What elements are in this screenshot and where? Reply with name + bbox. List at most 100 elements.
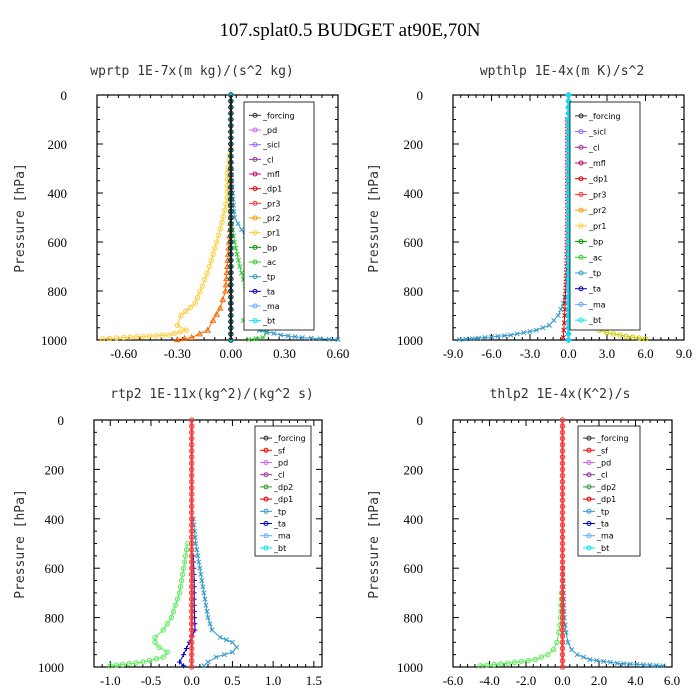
data-point [521,330,527,336]
data-point [228,202,234,208]
data-point [559,608,566,615]
data-point [498,661,504,667]
data-point [559,429,566,436]
x-tick-label: 6.0 [664,673,680,688]
legend-marker [252,112,258,118]
data-point [199,283,206,289]
data-point [508,332,514,338]
data-point [107,663,113,669]
data-point [228,110,234,117]
data-point [228,208,234,215]
data-point [228,251,234,257]
legend-entry: _pr2 [262,214,280,223]
data-point [559,559,566,565]
data-point [559,565,566,571]
data-point [195,553,201,559]
data-point [192,615,198,621]
data-point [559,522,566,528]
legend-entry: _bp [262,243,277,252]
data-point [228,190,234,196]
data-point [228,282,234,288]
data-point [559,596,566,602]
data-point [189,460,195,466]
data-point [653,662,659,668]
data-point [551,317,557,323]
data-point [228,288,234,294]
data-point [156,644,162,650]
data-point [178,577,185,584]
y-tick-label: 200 [45,462,65,477]
data-point [228,129,234,135]
x-tick-label: -4.0 [479,673,500,688]
data-point [559,435,566,442]
figure-title: 107.splat0.5 BUDGET at90E,70N [219,20,481,41]
legend-entry: _cl [262,155,274,164]
data-point [189,522,195,528]
x-tick-label: 0.5 [224,673,240,688]
legend-entry: _cl [596,471,608,480]
y-tick-label: 0 [61,88,68,103]
legend-entry: _bt [596,544,609,553]
legend-entry: _bt [588,316,601,325]
chart-panel-2: wpthlp 1E-4x(m K)/s^2 Pressure [hPa] 0 200 4… [367,64,692,361]
data-point [559,472,566,479]
legend-marker [252,200,258,206]
data-point [533,327,539,333]
data-point [153,656,160,662]
data-point [505,660,511,666]
x-tick-label: 0.0 [554,673,570,688]
data-point [559,602,566,608]
data-point [181,559,188,565]
data-point [189,602,195,608]
data-point [228,233,234,239]
data-point [559,651,566,658]
data-point [501,333,507,339]
data-point [228,196,234,202]
data-point [228,184,234,190]
y-tick-label: 200 [48,137,68,152]
legend-marker [252,303,258,309]
data-point [228,165,234,172]
data-point [335,336,341,343]
data-point [271,330,277,337]
x-tick-label: 3.0 [599,346,615,361]
data-point [228,276,234,282]
data-point [210,251,216,257]
data-point [640,662,646,668]
data-point [491,661,497,668]
data-point [228,104,234,110]
legend-marker [252,156,258,162]
data-point [527,328,533,334]
data-point [574,652,580,658]
data-point [127,334,133,340]
y-tick-label: 600 [48,235,68,250]
data-point [627,661,633,667]
chart-panel-1: wprtp 1E-7x(m kg)/(s^2 kg) Pressure [hPa]… [13,64,349,361]
data-point [106,335,113,342]
data-point [514,331,520,337]
legend-entry: _ta [596,520,609,529]
data-point [180,565,187,571]
data-point [559,590,566,596]
legend-entry: _ac [588,253,602,262]
data-point [197,565,203,571]
legend-entry: _ac [262,258,276,267]
data-point [182,553,189,559]
data-point [209,316,217,323]
legend-marker [578,144,584,150]
data-point [189,633,195,639]
data-point [192,300,198,306]
data-point [181,652,187,658]
x-tick-label: 0.0 [184,673,200,688]
x-tick-label: -6.0 [443,673,464,688]
x-tick-label: 2.0 [591,673,607,688]
y-tick-label: 800 [404,611,424,626]
data-point [308,335,314,341]
data-point [174,596,181,602]
legend-marker [252,142,258,148]
data-point [634,661,640,667]
data-point [208,257,214,264]
data-point [189,503,195,510]
data-point [179,571,186,578]
data-point [140,659,146,665]
